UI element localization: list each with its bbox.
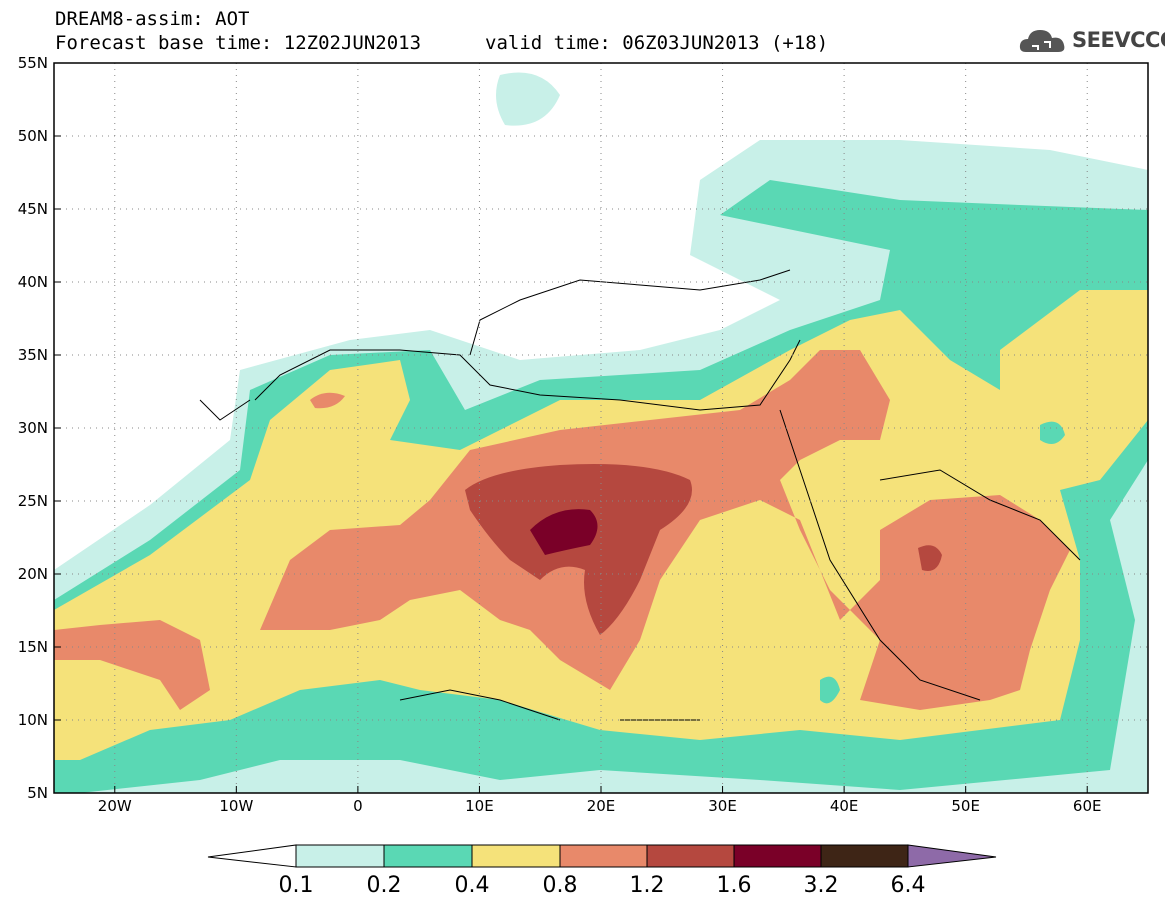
lat-label: 10N xyxy=(17,711,48,729)
logo-text: SEEVCCC xyxy=(1072,28,1165,52)
lon-label: 60E xyxy=(1072,797,1102,815)
colorbar-arrow-left xyxy=(207,844,297,868)
aot-level-0.8-morocco xyxy=(310,392,345,409)
lon-label: 40E xyxy=(829,797,859,815)
lon-label: 0 xyxy=(353,797,363,815)
lon-label: 20E xyxy=(586,797,616,815)
aot-level-0.1-b xyxy=(496,72,560,126)
coastlines xyxy=(199,269,1081,721)
lat-label: 50N xyxy=(17,127,48,145)
aot-level-1.2-east xyxy=(918,545,942,571)
lat-label: 30N xyxy=(17,419,48,437)
colorbar-segment xyxy=(820,844,909,868)
lon-label: 30E xyxy=(708,797,737,815)
colorbar-label: 0.8 xyxy=(542,873,578,898)
lat-label: 15N xyxy=(17,638,48,656)
colorbar-segment xyxy=(471,844,561,868)
colorbar-label: 6.4 xyxy=(890,873,926,898)
lat-label: 5N xyxy=(27,784,48,802)
axis-ticks xyxy=(54,62,1088,794)
cloud-icon xyxy=(1019,30,1065,52)
aot-level-0.8-west xyxy=(54,620,210,710)
colorbar-arrow-right xyxy=(907,844,997,868)
lat-label: 35N xyxy=(17,346,48,364)
colorbar-label: 0.2 xyxy=(366,873,402,898)
colorbar-segment xyxy=(383,844,473,868)
lon-label: 50E xyxy=(951,797,980,815)
lon-label: 20W xyxy=(97,797,132,815)
colorbar-label: 0.4 xyxy=(454,873,490,898)
lon-label: 10W xyxy=(219,797,254,815)
aot-level-1.2 xyxy=(465,464,692,635)
lat-label: 55N xyxy=(17,54,48,72)
title-line-2: Forecast base time: 12Z02JUN2013 xyxy=(55,32,422,54)
valid-time: valid time: 06Z03JUN2013 (+18) xyxy=(485,32,829,54)
colorbar-segment xyxy=(295,844,385,868)
colorbar-segment xyxy=(559,844,648,868)
colorbar-segment xyxy=(646,844,735,868)
colorbar-label: 1.6 xyxy=(716,873,752,898)
colorbar-label: 1.2 xyxy=(629,873,665,898)
colorbar xyxy=(207,844,997,868)
lat-label: 25N xyxy=(17,492,48,510)
aot-level-1.6 xyxy=(530,509,598,555)
lat-label: 45N xyxy=(17,200,48,218)
seevccc-logo: SEEVCCC xyxy=(1018,24,1165,58)
colorbar-label: 3.2 xyxy=(803,873,839,898)
lon-label: 10E xyxy=(465,797,494,815)
colorbar-label: 0.1 xyxy=(278,873,314,898)
aot-level-0.1-gulf xyxy=(1040,421,1065,444)
title-line-1: DREAM8-assim: AOT xyxy=(55,8,250,30)
lat-label: 40N xyxy=(17,273,48,291)
aot-level-0.2-lake xyxy=(820,676,840,704)
graticule xyxy=(54,63,1148,793)
colorbar-segment xyxy=(733,844,822,868)
lat-label: 20N xyxy=(17,565,48,583)
